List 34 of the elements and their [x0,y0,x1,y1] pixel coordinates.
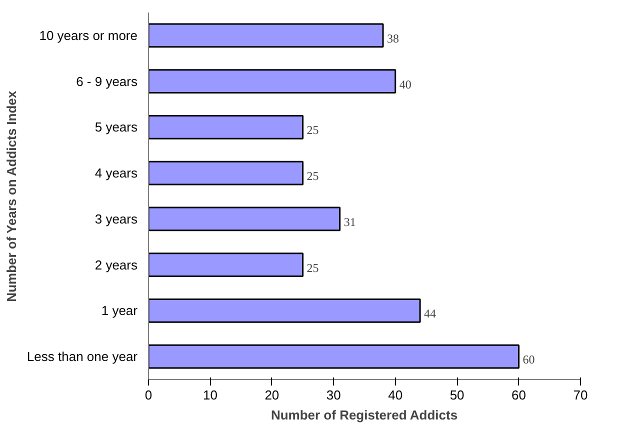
data-label: 38 [387,31,400,46]
bar [148,206,341,232]
bar [148,298,421,323]
data-label: 44 [424,306,436,321]
bar [148,23,384,48]
y-tick-label: 4 years [94,166,138,181]
x-tick-label: 40 [388,388,403,402]
bar [148,160,304,186]
x-tick-label: 70 [573,388,588,402]
y-tick-label: 1 year [101,303,138,318]
bar [148,69,396,94]
x-tick-label: 60 [512,388,526,402]
x-tick-label: 30 [326,388,341,402]
x-tick-label: 0 [144,388,152,402]
bar [148,114,304,140]
x-tick-label: 10 [202,388,218,402]
data-label: 25 [306,169,319,184]
data-label: 25 [306,123,319,138]
bar [148,252,304,278]
y-tick-label: 10 years or more [39,28,138,43]
data-label: 40 [399,77,412,92]
data-label: 60 [522,352,535,367]
y-axis-title: Number of Years on Addicts Index [4,90,19,302]
y-tick-label: 5 years [94,120,138,135]
y-tick-label: 6 - 9 years [76,74,138,89]
x-tick-label: 20 [264,388,280,402]
y-tick-label: 2 years [94,257,138,272]
bar [148,344,520,369]
x-axis-title: Number of Registered Addicts [270,408,458,422]
y-tick-label: Less than one year [26,349,138,364]
y-tick-label: 3 years [94,211,138,226]
data-label: 31 [344,214,356,229]
data-label: 25 [306,260,319,275]
x-tick-label: 50 [450,388,464,402]
